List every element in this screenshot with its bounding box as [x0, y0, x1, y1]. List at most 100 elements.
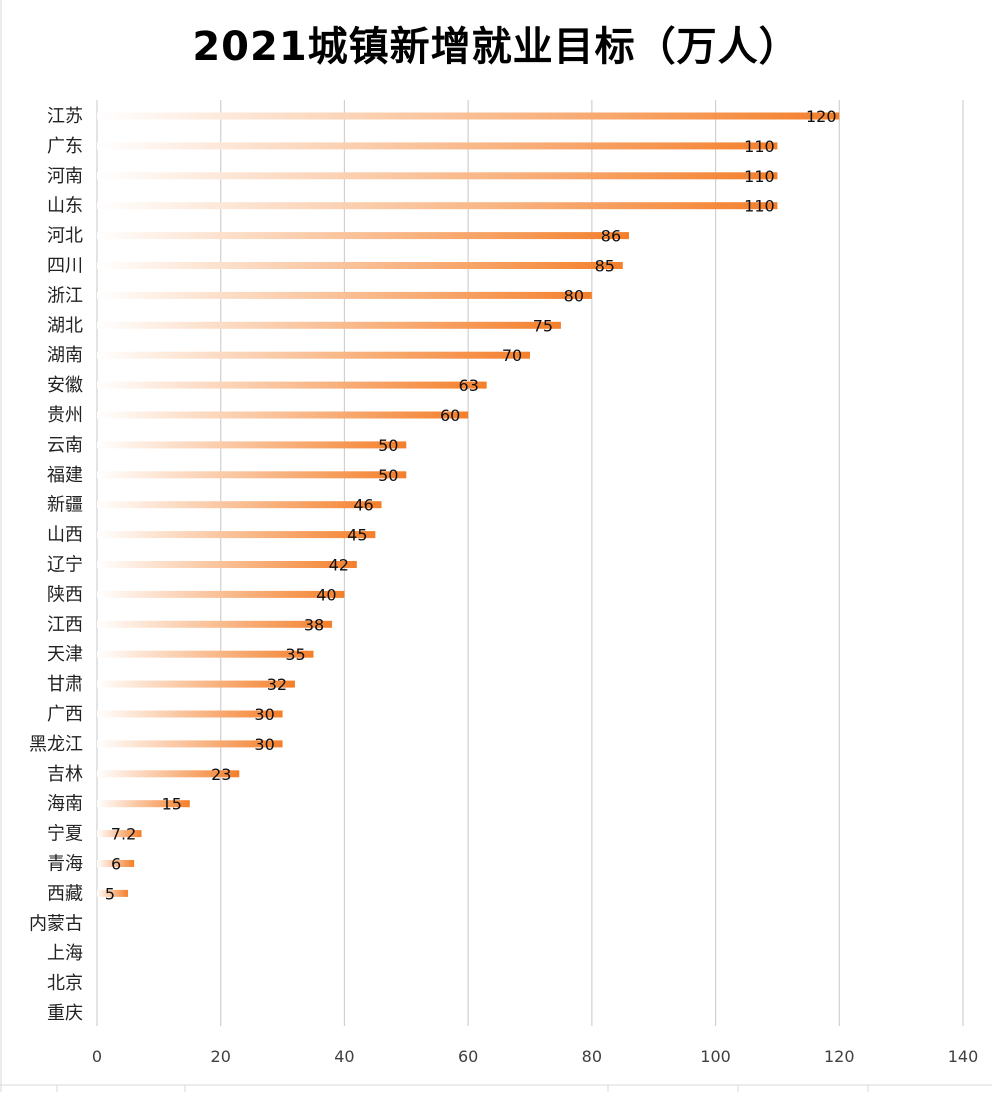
- data-label: 7.2: [111, 825, 136, 844]
- category-label: 贵州: [47, 405, 83, 426]
- data-label: 110: [744, 167, 775, 186]
- category-label: 西藏: [47, 883, 83, 904]
- bar: [97, 590, 345, 598]
- bar: [97, 321, 561, 329]
- category-label: 内蒙古: [29, 913, 83, 934]
- data-labels: 120 110 110 110 86 85 80 75 70 63 60 50 50 46 45 42 40 38…: [105, 107, 837, 903]
- data-label: 110: [744, 137, 775, 156]
- bar: [97, 172, 778, 180]
- category-label: 福建: [47, 465, 83, 486]
- category-label: 重庆: [47, 1003, 83, 1024]
- bar: [97, 650, 314, 658]
- category-label: 黑龙江: [29, 734, 83, 755]
- data-label: 40: [316, 585, 336, 604]
- data-label: 50: [378, 466, 398, 485]
- bar: [97, 142, 778, 150]
- bar: [97, 232, 629, 240]
- data-label: 50: [378, 436, 398, 455]
- x-tick-label: 40: [334, 1047, 354, 1066]
- category-label: 天津: [47, 644, 83, 665]
- category-label: 上海: [47, 943, 83, 964]
- bar: [97, 411, 469, 419]
- data-label: 5: [105, 884, 115, 903]
- data-label: 15: [162, 795, 182, 814]
- bar: [97, 441, 407, 449]
- data-label: 32: [267, 675, 287, 694]
- bars: [97, 112, 840, 897]
- x-tick-label: 20: [211, 1047, 231, 1066]
- x-tick-label: 60: [458, 1047, 478, 1066]
- data-label: 35: [285, 645, 305, 664]
- data-label: 86: [601, 227, 621, 246]
- bar: [97, 830, 142, 838]
- chart-title: 2021城镇新增就业目标（万人）: [192, 24, 800, 70]
- category-label: 湖南: [47, 345, 83, 366]
- category-label: 陕西: [47, 584, 83, 605]
- x-tick-label: 120: [824, 1047, 855, 1066]
- bar: [97, 351, 530, 359]
- bar: [97, 112, 840, 120]
- category-label: 吉林: [47, 764, 83, 785]
- category-label: 浙江: [47, 285, 83, 306]
- bar: [97, 710, 283, 718]
- category-label: 广西: [47, 704, 83, 725]
- bar: [97, 501, 382, 509]
- category-label: 河北: [47, 226, 83, 247]
- bar: [97, 680, 295, 688]
- bar: [97, 770, 240, 778]
- bar: [97, 381, 487, 389]
- category-label: 甘肃: [47, 674, 83, 695]
- data-label: 85: [595, 257, 615, 276]
- data-label: 23: [211, 765, 231, 784]
- category-label: 安徽: [47, 375, 83, 396]
- x-tick-label: 80: [582, 1047, 602, 1066]
- category-label: 山西: [47, 525, 83, 546]
- bar: [97, 620, 333, 628]
- category-label: 新疆: [47, 495, 83, 516]
- data-label: 6: [111, 855, 121, 874]
- x-axis-ticks: 0 20 40 60 80 100 120 140: [92, 1047, 978, 1066]
- category-label: 北京: [47, 973, 83, 994]
- category-label: 宁夏: [47, 824, 83, 845]
- x-tick-label: 140: [948, 1047, 979, 1066]
- category-label: 江苏: [47, 106, 83, 127]
- x-tick-label: 100: [700, 1047, 731, 1066]
- bar: [97, 561, 357, 568]
- data-label: 70: [502, 346, 522, 365]
- category-label: 云南: [47, 435, 83, 456]
- data-label: 38: [304, 615, 324, 634]
- bar: [97, 291, 592, 299]
- bar: [97, 889, 128, 897]
- bar: [97, 740, 283, 748]
- bar: [97, 471, 407, 479]
- category-label: 江西: [47, 614, 83, 635]
- category-label: 四川: [47, 256, 83, 277]
- data-label: 75: [533, 316, 553, 335]
- data-label: 110: [744, 197, 775, 216]
- data-label: 120: [806, 107, 837, 126]
- bar: [97, 531, 376, 539]
- category-label: 山东: [47, 196, 83, 217]
- bar: [97, 800, 190, 808]
- data-label: 80: [564, 286, 584, 305]
- category-label: 海南: [47, 794, 83, 815]
- category-label: 辽宁: [47, 555, 83, 576]
- bar: [97, 860, 135, 867]
- category-labels: 江苏广东河南山东河北四川浙江湖北湖南安徽贵州云南福建新疆山西辽宁陕西江西天津甘肃…: [29, 106, 83, 1024]
- category-label: 河南: [47, 166, 83, 187]
- category-label: 湖北: [47, 315, 83, 336]
- data-label: 30: [254, 735, 274, 754]
- data-label: 60: [440, 406, 460, 425]
- category-label: 广东: [47, 136, 83, 157]
- data-label: 30: [254, 705, 274, 724]
- data-label: 63: [459, 376, 479, 395]
- data-label: 42: [329, 556, 349, 575]
- data-label: 45: [347, 526, 367, 545]
- bar: [97, 262, 623, 269]
- bar: [97, 202, 778, 210]
- x-tick-label: 0: [92, 1047, 102, 1066]
- category-label: 青海: [47, 854, 83, 875]
